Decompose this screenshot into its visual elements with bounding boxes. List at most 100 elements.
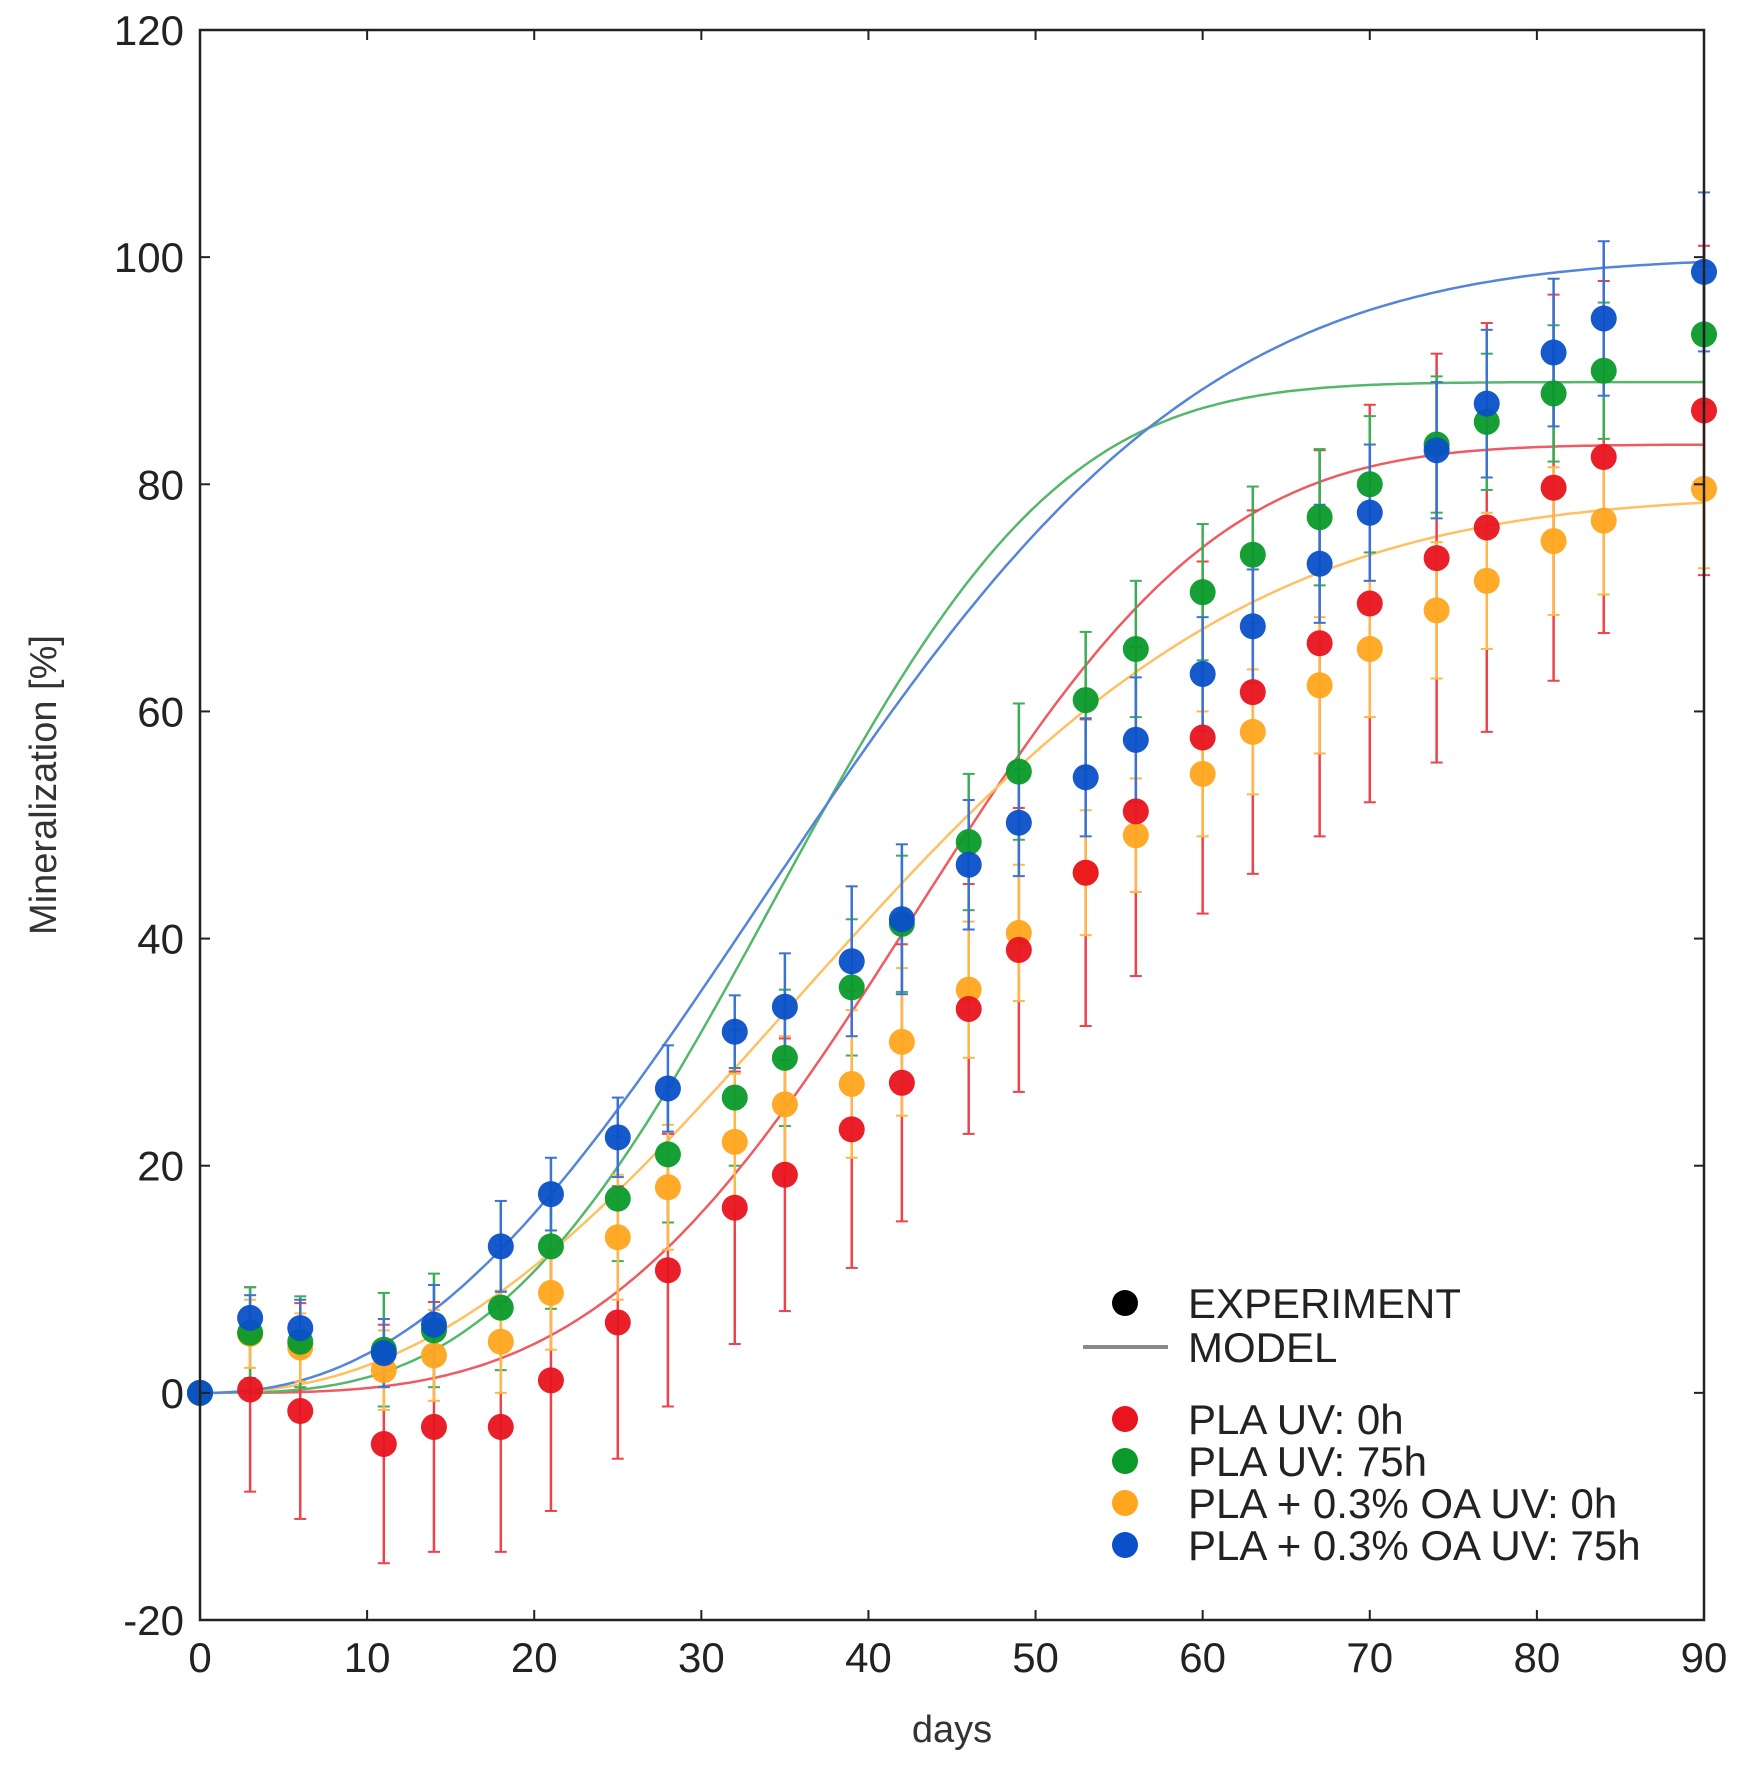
data-point xyxy=(838,948,865,975)
data-point xyxy=(1423,545,1450,572)
model-curves-layer xyxy=(199,260,1705,1395)
legend-series-label: PLA UV: 0h xyxy=(1188,1396,1404,1443)
data-point xyxy=(1306,550,1333,577)
data-point xyxy=(487,1328,514,1355)
data-point xyxy=(1306,504,1333,531)
y-tick-label: 60 xyxy=(137,688,184,735)
data-point xyxy=(1590,444,1617,471)
legend-series-label: PLA UV: 75h xyxy=(1188,1438,1427,1485)
x-tick-label: 30 xyxy=(678,1634,725,1681)
data-point xyxy=(1590,507,1617,534)
data-point xyxy=(1473,390,1500,417)
data-point xyxy=(604,1124,631,1151)
data-point xyxy=(1306,630,1333,657)
y-tick-label: 0 xyxy=(161,1370,184,1417)
data-point xyxy=(771,1091,798,1118)
data-point xyxy=(604,1224,631,1251)
data-point xyxy=(955,829,982,856)
y-tick-label: 20 xyxy=(137,1143,184,1190)
y-tick-label: 100 xyxy=(114,234,184,281)
y-tick-label: 80 xyxy=(137,461,184,508)
data-point xyxy=(721,1128,748,1155)
data-point xyxy=(771,993,798,1020)
data-point xyxy=(1473,514,1500,541)
x-axis-ticks: 0 10 20 30 40 50 60 70 80 90 xyxy=(188,30,1727,1681)
legend-series-marker xyxy=(1112,1406,1138,1432)
x-tick-label: 10 xyxy=(344,1634,391,1681)
data-point xyxy=(1239,541,1266,568)
data-point xyxy=(420,1311,447,1338)
data-point xyxy=(1189,660,1216,687)
data-point xyxy=(721,1084,748,1111)
data-point xyxy=(1473,567,1500,594)
legend-series-marker xyxy=(1112,1448,1138,1474)
data-point xyxy=(1540,474,1567,501)
data-point xyxy=(1356,635,1383,662)
data-point xyxy=(888,1069,915,1096)
y-axis-ticks: -20 0 20 40 60 80 100 120 xyxy=(114,7,1704,1644)
data-point xyxy=(537,1279,564,1306)
data-point xyxy=(654,1257,681,1284)
y-tick-label: 40 xyxy=(137,916,184,963)
data-point xyxy=(955,995,982,1022)
x-tick-label: 70 xyxy=(1346,1634,1393,1681)
data-point xyxy=(1122,822,1149,849)
plot-frame xyxy=(198,28,1706,1622)
data-point xyxy=(1005,809,1032,836)
data-point xyxy=(721,1194,748,1221)
legend-model-label: MODEL xyxy=(1188,1324,1337,1371)
data-point xyxy=(955,976,982,1003)
data-point xyxy=(721,1018,748,1045)
data-point xyxy=(1122,798,1149,825)
legend-experiment-label: EXPERIMENT xyxy=(1188,1280,1461,1327)
data-point xyxy=(1005,758,1032,785)
data-point xyxy=(1590,357,1617,384)
x-tick-label: 60 xyxy=(1179,1634,1226,1681)
data-point xyxy=(370,1340,397,1367)
data-point xyxy=(1072,764,1099,791)
data-point xyxy=(370,1430,397,1457)
legend-series-marker xyxy=(1112,1532,1138,1558)
data-point xyxy=(604,1309,631,1336)
data-point xyxy=(1540,380,1567,407)
data-point xyxy=(1239,679,1266,706)
data-point xyxy=(888,1028,915,1055)
data-point xyxy=(1423,437,1450,464)
data-point xyxy=(654,1141,681,1168)
model-curve xyxy=(199,501,1705,1395)
legend-experiment-marker xyxy=(1112,1290,1138,1316)
legend-series-marker xyxy=(1112,1490,1138,1516)
data-point xyxy=(420,1413,447,1440)
x-axis-label: days xyxy=(912,1709,992,1751)
x-tick-label: 90 xyxy=(1681,1634,1728,1681)
data-point xyxy=(420,1342,447,1369)
y-axis-label: Mineralization [%] xyxy=(23,635,65,935)
data-point xyxy=(1122,635,1149,662)
data-point xyxy=(487,1233,514,1260)
data-point xyxy=(1540,339,1567,366)
legend-series-label: PLA + 0.3% OA UV: 0h xyxy=(1188,1480,1617,1527)
data-point xyxy=(654,1075,681,1102)
data-point xyxy=(1473,408,1500,435)
data-point xyxy=(654,1174,681,1201)
data-point xyxy=(1005,936,1032,963)
data-point xyxy=(1540,528,1567,555)
data-point xyxy=(1356,499,1383,526)
model-curve xyxy=(200,443,1704,1395)
x-tick-label: 40 xyxy=(845,1634,892,1681)
y-tick-label: -20 xyxy=(123,1597,184,1644)
data-point xyxy=(1423,597,1450,624)
data-point xyxy=(604,1185,631,1212)
data-point xyxy=(487,1413,514,1440)
data-point xyxy=(1590,305,1617,332)
data-point xyxy=(1189,579,1216,606)
data-point xyxy=(771,1161,798,1188)
data-points-layer xyxy=(187,258,1717,1457)
data-point xyxy=(838,974,865,1001)
data-point xyxy=(1239,718,1266,745)
x-tick-label: 50 xyxy=(1012,1634,1059,1681)
data-point xyxy=(287,1398,314,1425)
data-point xyxy=(1356,471,1383,498)
